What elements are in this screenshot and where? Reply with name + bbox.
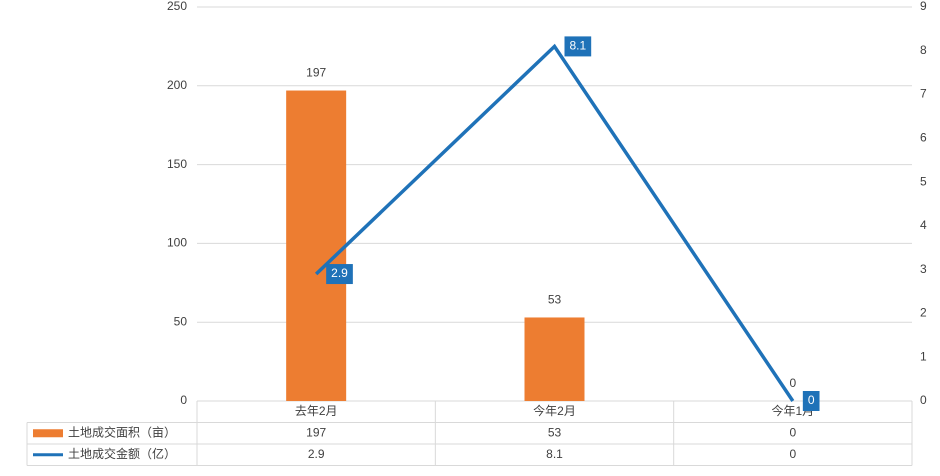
bar — [286, 90, 347, 401]
legend-label: 土地成交金额（亿） — [68, 446, 176, 461]
table-cell: 0 — [789, 425, 796, 439]
y-tick-label: 200 — [167, 78, 187, 92]
line-value-label: 2.9 — [331, 266, 348, 280]
y2-tick-label: 5 — [920, 174, 927, 188]
table-cell: 2.9 — [308, 447, 325, 461]
y2-tick-label: 6 — [920, 131, 927, 145]
y2-tick-label: 7 — [920, 87, 927, 101]
line-value-box — [802, 391, 820, 411]
y2-tick-label: 1 — [920, 349, 927, 363]
line-value-label: 8.1 — [570, 39, 587, 53]
line — [314, 43, 795, 402]
legend-label: 土地成交面积（亩） — [68, 424, 176, 439]
y2-tick-label: 0 — [920, 393, 927, 407]
line-value-box — [326, 264, 353, 285]
line-value-label: 0 — [808, 393, 815, 407]
bar — [524, 317, 585, 401]
y-tick-label: 0 — [180, 393, 187, 407]
table-cell: 0 — [789, 447, 796, 461]
y2-tick-label: 2 — [920, 306, 927, 320]
table-cell: 197 — [306, 425, 326, 439]
table-cell: 53 — [548, 425, 562, 439]
legend-key — [33, 429, 63, 438]
y2-tick-label: 3 — [920, 262, 927, 276]
table-cell: 8.1 — [546, 447, 563, 461]
y2-tick-label: 9 — [920, 0, 927, 13]
x-tick-label: 今年2月 — [533, 403, 576, 418]
bar-value-label: 197 — [306, 66, 326, 80]
bar-value-label: 53 — [548, 293, 562, 307]
x-tick-label: 去年2月 — [295, 404, 338, 418]
y-tick-label: 150 — [167, 157, 187, 171]
y-tick-label: 100 — [167, 236, 187, 250]
y-tick-label: 250 — [167, 0, 187, 13]
y2-tick-label: 4 — [920, 218, 927, 232]
y2-tick-label: 8 — [920, 43, 927, 57]
bar-value-label: 0 — [789, 376, 796, 390]
line-value-box — [564, 36, 592, 57]
y-tick-label: 50 — [174, 314, 188, 328]
